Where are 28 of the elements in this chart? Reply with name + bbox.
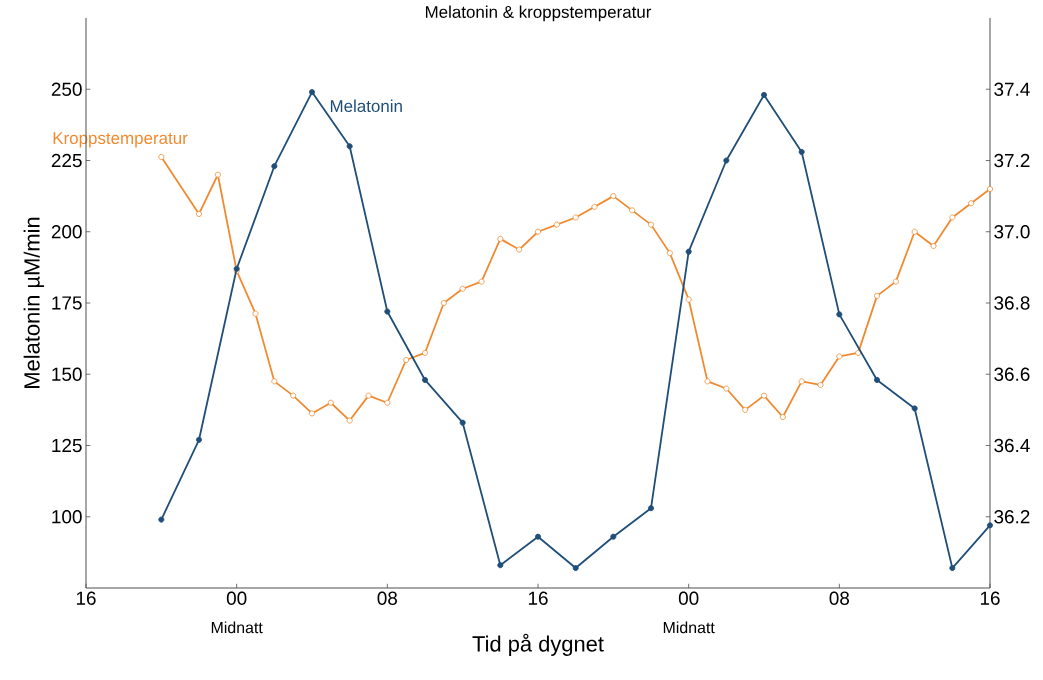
text: Midnatt — [663, 621, 715, 634]
x-axis-title: Tid på dygnet — [472, 633, 604, 656]
y-tick-label: 200 — [51, 225, 82, 239]
series-label: Melatonin — [330, 99, 402, 113]
y-tick-label: 250 — [51, 82, 82, 96]
y-axis-title: Melatonin µM/min — [23, 217, 45, 388]
chart-title: Melatonin & kroppstemperatur — [425, 5, 652, 22]
y2-tick-label: 36.2 — [994, 510, 1030, 524]
y-tick-label: 150 — [52, 367, 82, 381]
y-tick-label: 225 — [51, 153, 82, 168]
x-tick-label: 00 — [678, 591, 699, 605]
y2-tick-label: 36.4 — [994, 438, 1030, 453]
text: Midnatt — [211, 621, 263, 634]
y2-tick-label: 37.4 — [994, 82, 1030, 96]
y2-tick-label: 36.8 — [994, 296, 1030, 310]
x-tick-label: 16 — [76, 591, 96, 605]
series-label: Kroppstemperatur — [53, 132, 188, 148]
y-tick-label: 125 — [52, 438, 82, 453]
y2-tick-label: 36.6 — [994, 367, 1030, 381]
y-tick-label: 100 — [52, 510, 82, 524]
y-tick-label: 175 — [52, 296, 82, 310]
x-tick-label: 16 — [980, 591, 1000, 605]
y2-tick-label: 37.2 — [994, 153, 1030, 168]
x-tick-label: 00 — [226, 591, 247, 605]
x-tick-label: 16 — [528, 591, 548, 605]
y2-tick-label: 37.0 — [994, 225, 1030, 239]
x-tick-label: 08 — [377, 591, 398, 605]
x-tick-label: 08 — [829, 591, 850, 605]
